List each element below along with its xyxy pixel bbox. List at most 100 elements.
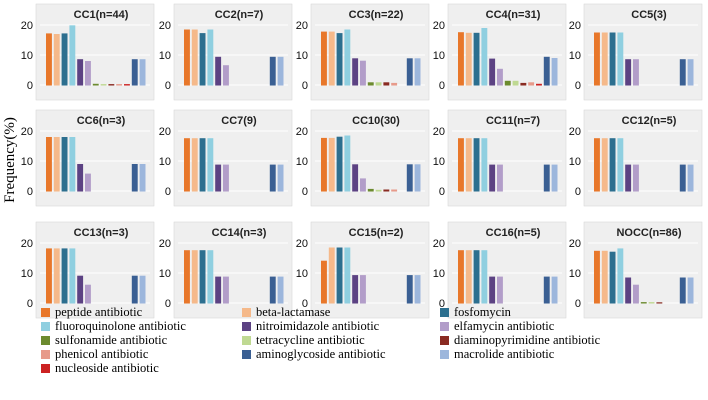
bar-fluoroquinolone-antibiotic bbox=[617, 138, 624, 192]
panel-cc2-n-7: CC2(n=7) bbox=[173, 3, 293, 101]
bar-elfamycin-antibiotic bbox=[85, 284, 91, 304]
bar-aminoglycoside-antibiotic bbox=[543, 164, 550, 192]
bar-fluoroquinolone-antibiotic bbox=[481, 138, 488, 192]
bar-fluoroquinolone-antibiotic bbox=[69, 25, 76, 86]
panel-title: CC6(n=3) bbox=[77, 115, 126, 127]
y-tick-label: 20 bbox=[433, 20, 445, 32]
bar-elfamycin-antibiotic bbox=[223, 164, 229, 192]
bar-beta-lactamase bbox=[601, 32, 608, 86]
bar-elfamycin-antibiotic bbox=[633, 164, 639, 192]
bar-diaminopyrimidine-antibiotic bbox=[520, 82, 527, 86]
bar-tetracycline-antibiotic bbox=[100, 84, 107, 86]
y-tick-label: 0 bbox=[165, 298, 171, 310]
panel-title: CC1(n=44) bbox=[74, 9, 129, 21]
y-tick-label: 0 bbox=[165, 186, 171, 198]
bar-fluoroquinolone-antibiotic bbox=[69, 248, 76, 304]
bar-beta-lactamase bbox=[191, 250, 198, 304]
bar-peptide-antibiotic bbox=[458, 32, 464, 86]
bar-beta-lactamase bbox=[465, 138, 472, 192]
bar-beta-lactamase bbox=[53, 248, 60, 304]
y-tick-label: 20 bbox=[296, 126, 308, 138]
bar-macrolide-antibiotic bbox=[551, 58, 558, 86]
y-tick-label: 10 bbox=[296, 156, 308, 168]
bar-aminoglycoside-antibiotic bbox=[131, 59, 138, 86]
panel-title: CC13(n=3) bbox=[74, 227, 129, 239]
bar-fluoroquinolone-antibiotic bbox=[617, 32, 624, 86]
bar-macrolide-antibiotic bbox=[139, 275, 146, 304]
y-tick-label: 10 bbox=[21, 268, 33, 280]
bar-sulfonamide-antibiotic bbox=[92, 83, 99, 86]
panel-cc15-n-2: CC15(n=2) bbox=[310, 221, 430, 319]
bar-sulfonamide-antibiotic bbox=[367, 82, 374, 86]
panel-title: NOCC(n=86) bbox=[616, 227, 681, 239]
y-tick-label: 0 bbox=[575, 80, 581, 92]
bar-diaminopyrimidine-antibiotic bbox=[383, 82, 390, 86]
panel-cc6-n-3: CC6(n=3) bbox=[35, 109, 155, 207]
bar-nitroimidazole-antibiotic bbox=[489, 58, 496, 86]
bar-diaminopyrimidine-antibiotic bbox=[108, 84, 115, 86]
bar-elfamycin-antibiotic bbox=[497, 68, 503, 86]
panels: CC1(n=44) 0 10 20 CC2(n=7) 0 10 20 CC3(n=22) 0 10 2… bbox=[21, 3, 703, 319]
bar-elfamycin-antibiotic bbox=[360, 178, 366, 192]
bar-fluoroquinolone-antibiotic bbox=[207, 138, 214, 192]
y-tick-label: 0 bbox=[439, 186, 445, 198]
y-tick-label: 0 bbox=[27, 298, 33, 310]
panel-cc4-n-31: CC4(n=31) bbox=[447, 3, 567, 101]
bar-fosfomycin bbox=[473, 32, 480, 86]
bar-phenicol-antibiotic bbox=[391, 189, 398, 192]
panel-title: CC16(n=5) bbox=[486, 227, 541, 239]
bar-macrolide-antibiotic bbox=[277, 164, 284, 192]
bar-beta-lactamase bbox=[53, 34, 60, 86]
bar-beta-lactamase bbox=[328, 31, 335, 86]
y-tick-label: 10 bbox=[296, 50, 308, 62]
bar-fluoroquinolone-antibiotic bbox=[344, 135, 351, 192]
y-tick-label: 20 bbox=[569, 20, 581, 32]
bar-peptide-antibiotic bbox=[184, 138, 190, 192]
bar-fosfomycin bbox=[199, 250, 206, 304]
bar-fosfomycin bbox=[609, 251, 616, 304]
bar-beta-lactamase bbox=[191, 138, 198, 192]
panel-cc14-n-3: CC14(n=3) bbox=[173, 221, 293, 319]
bar-beta-lactamase bbox=[328, 137, 335, 192]
bar-fosfomycin bbox=[336, 33, 343, 86]
bar-peptide-antibiotic bbox=[321, 137, 327, 192]
bar-macrolide-antibiotic bbox=[414, 275, 421, 304]
bar-aminoglycoside-antibiotic bbox=[543, 56, 550, 86]
bar-aminoglycoside-antibiotic bbox=[406, 164, 413, 192]
y-tick-label: 0 bbox=[302, 80, 308, 92]
bar-nitroimidazole-antibiotic bbox=[352, 58, 359, 86]
bar-elfamycin-antibiotic bbox=[633, 59, 639, 86]
bar-aminoglycoside-antibiotic bbox=[269, 164, 276, 192]
panel-title: CC15(n=2) bbox=[349, 227, 404, 239]
y-tick-label: 10 bbox=[433, 156, 445, 168]
bar-aminoglycoside-antibiotic bbox=[679, 59, 686, 86]
bar-elfamycin-antibiotic bbox=[223, 276, 229, 304]
bar-fosfomycin bbox=[473, 138, 480, 192]
panel-title: CC3(n=22) bbox=[349, 9, 404, 21]
bar-beta-lactamase bbox=[465, 32, 472, 86]
bar-fosfomycin bbox=[609, 138, 616, 192]
y-tick-label: 10 bbox=[159, 268, 171, 280]
bar-tetracycline-antibiotic bbox=[512, 80, 519, 86]
bar-beta-lactamase bbox=[601, 250, 608, 304]
bar-elfamycin-antibiotic bbox=[360, 60, 366, 86]
bar-fosfomycin bbox=[199, 138, 206, 192]
panel-cc10-30: CC10(30) bbox=[310, 109, 430, 207]
bar-aminoglycoside-antibiotic bbox=[131, 164, 138, 192]
bar-sulfonamide-antibiotic bbox=[640, 302, 647, 304]
y-tick-label: 20 bbox=[433, 238, 445, 250]
bar-aminoglycoside-antibiotic bbox=[269, 276, 276, 304]
panel-cc12-n-5: CC12(n=5) bbox=[583, 109, 703, 207]
bar-nitroimidazole-antibiotic bbox=[489, 276, 496, 304]
bar-macrolide-antibiotic bbox=[277, 276, 284, 304]
bar-nitroimidazole-antibiotic bbox=[352, 164, 359, 192]
y-tick-label: 0 bbox=[575, 186, 581, 198]
y-tick-label: 0 bbox=[439, 298, 445, 310]
panel-title: CC2(n=7) bbox=[215, 9, 264, 21]
y-tick-label: 10 bbox=[296, 268, 308, 280]
bar-macrolide-antibiotic bbox=[687, 164, 694, 192]
y-tick-label: 10 bbox=[159, 156, 171, 168]
bar-peptide-antibiotic bbox=[184, 29, 190, 86]
bar-aminoglycoside-antibiotic bbox=[679, 277, 686, 304]
y-tick-label: 20 bbox=[159, 126, 171, 138]
